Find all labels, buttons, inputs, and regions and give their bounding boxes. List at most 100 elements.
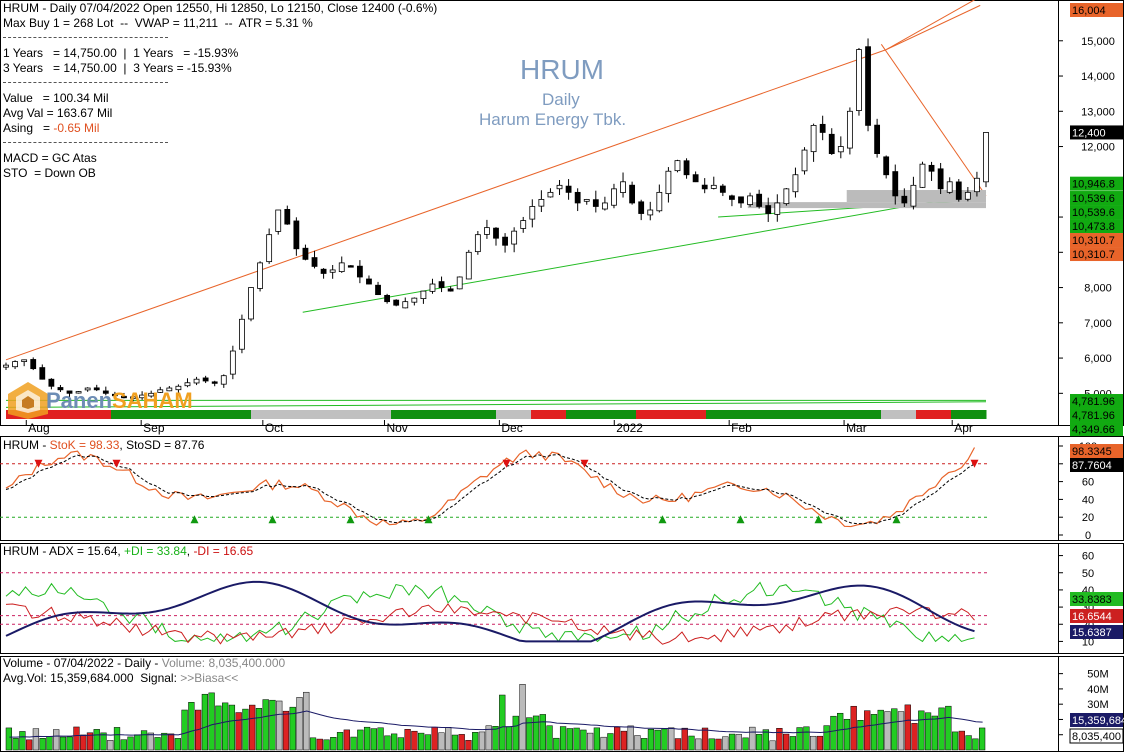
watermark-company: Harum Energy Tbk. — [479, 110, 627, 129]
price-tag: 4,349.66 — [1070, 422, 1123, 437]
candle-down — [320, 268, 327, 274]
price-tag-label: 33.8383 — [1072, 594, 1112, 606]
y-tick-label: 8,000 — [1084, 283, 1112, 295]
candle-up — [964, 191, 971, 200]
trendline-orange-rising — [5, 49, 887, 361]
volume-bar — [593, 727, 601, 751]
volume-bar — [627, 725, 634, 751]
candle-up — [547, 191, 554, 198]
buy-arrow-icon — [736, 515, 745, 524]
candle-down — [928, 164, 935, 172]
volume-bar — [728, 733, 736, 751]
trendline-orange-falling — [880, 44, 987, 197]
volume-bar — [668, 727, 675, 751]
volume-bar — [438, 732, 445, 751]
volume-bar — [911, 723, 918, 751]
candle-up — [456, 276, 463, 290]
volume-bar — [573, 727, 580, 751]
signal-bar-segment — [776, 410, 812, 419]
candle-up — [239, 318, 245, 350]
price-tag: 10,310.7 — [1070, 247, 1123, 262]
volume-bar — [755, 734, 763, 751]
stat-asing-value: -0.65 Mil — [53, 121, 100, 135]
price-tag: 16,004 — [1070, 3, 1123, 17]
price-tag-label: 15.6387 — [1072, 627, 1112, 639]
candle-down — [302, 247, 309, 260]
volume-bar — [350, 736, 357, 751]
adx-line — [5, 580, 975, 643]
volume-bar — [100, 732, 107, 751]
signal-bar-segment — [951, 410, 987, 419]
volume-bar — [370, 728, 377, 751]
x-tick-label: Oct — [265, 421, 284, 435]
price-tag-label: 10,946.8 — [1072, 179, 1115, 191]
candle-up — [411, 297, 418, 303]
watermark-ticker: HRUM — [520, 54, 604, 85]
candle-down — [828, 133, 835, 154]
volume-bar — [59, 736, 67, 751]
y-tick-label: 20 — [1082, 512, 1094, 524]
signal-bar-segment — [566, 410, 602, 419]
price-tag: 87.7604 — [1070, 458, 1123, 472]
volume-bar — [796, 727, 803, 751]
candle-up — [747, 195, 753, 206]
candle-down — [102, 390, 109, 394]
price-tag-label: 4,781.96 — [1072, 410, 1115, 422]
buy-arrow-icon — [346, 515, 355, 524]
price-tag: 33.8383 — [1070, 592, 1123, 606]
candle-down — [30, 359, 37, 370]
adx-label-plus-di: +DI = 33.84 — [124, 544, 187, 558]
stat-sto: STO = Down OB — [3, 166, 96, 180]
candle-down — [438, 281, 445, 288]
stat-avg-val: Avg Val = 163.67 Mil — [3, 106, 113, 120]
volume-bar — [951, 731, 959, 751]
volume-bar — [262, 699, 269, 751]
price-tag: 15.6387 — [1070, 625, 1123, 639]
zone-band — [846, 190, 986, 203]
candle-down — [447, 288, 454, 292]
volume-bar — [492, 726, 499, 751]
volume-bar — [336, 732, 344, 751]
price-tag-box — [1070, 219, 1123, 234]
price-tag-box — [1070, 422, 1123, 437]
header-line-2: Max Buy 1 = 268 Lot -- VWAP = 11,211 -- … — [3, 16, 313, 30]
candle-up — [946, 181, 953, 193]
divider — [3, 142, 168, 143]
candle-down — [393, 299, 400, 306]
volume-bar — [404, 729, 411, 751]
logo-text-saham: SAHAM — [112, 388, 193, 413]
signal-bar-segment — [496, 410, 532, 419]
volume-bar — [316, 738, 323, 751]
volume-bar — [451, 734, 459, 751]
volume-bar — [46, 736, 53, 751]
candle-up — [193, 378, 200, 384]
candle-down — [347, 265, 354, 268]
stat-3-years: 3 Years = 14,750.00 | 3 Years = -15.93% — [3, 61, 232, 75]
volume-bar — [634, 735, 641, 751]
avg-volume-line — [9, 710, 983, 738]
candle-up — [656, 191, 663, 212]
volume-bar — [708, 738, 715, 751]
buy-arrow-icon — [268, 515, 277, 524]
stat-1-year: 1 Years = 14,750.00 | 1 Years = -15.93% — [3, 46, 239, 60]
candle-up — [601, 202, 608, 210]
volume-bar — [505, 726, 513, 751]
adx-minus-di-line — [5, 603, 975, 645]
price-tag-box — [1070, 592, 1123, 606]
volume-bar — [249, 704, 256, 751]
volume-bar — [147, 732, 154, 751]
candle-down — [284, 209, 291, 225]
price-tag-box — [1070, 394, 1123, 409]
volume-bar — [620, 730, 628, 751]
sell-arrow-icon — [970, 459, 979, 468]
volume-bar — [418, 732, 425, 751]
signal-bar-segment — [321, 410, 357, 419]
y-tick-label: 0 — [1085, 530, 1091, 542]
signal-bar-segment — [741, 410, 777, 419]
price-tag-label: 10,539.6 — [1072, 207, 1115, 219]
candle-up — [665, 170, 672, 195]
candle-down — [738, 196, 744, 204]
price-tag-label: 10,539.6 — [1072, 193, 1115, 205]
sell-arrow-icon — [502, 459, 511, 468]
candle-down — [592, 199, 599, 207]
